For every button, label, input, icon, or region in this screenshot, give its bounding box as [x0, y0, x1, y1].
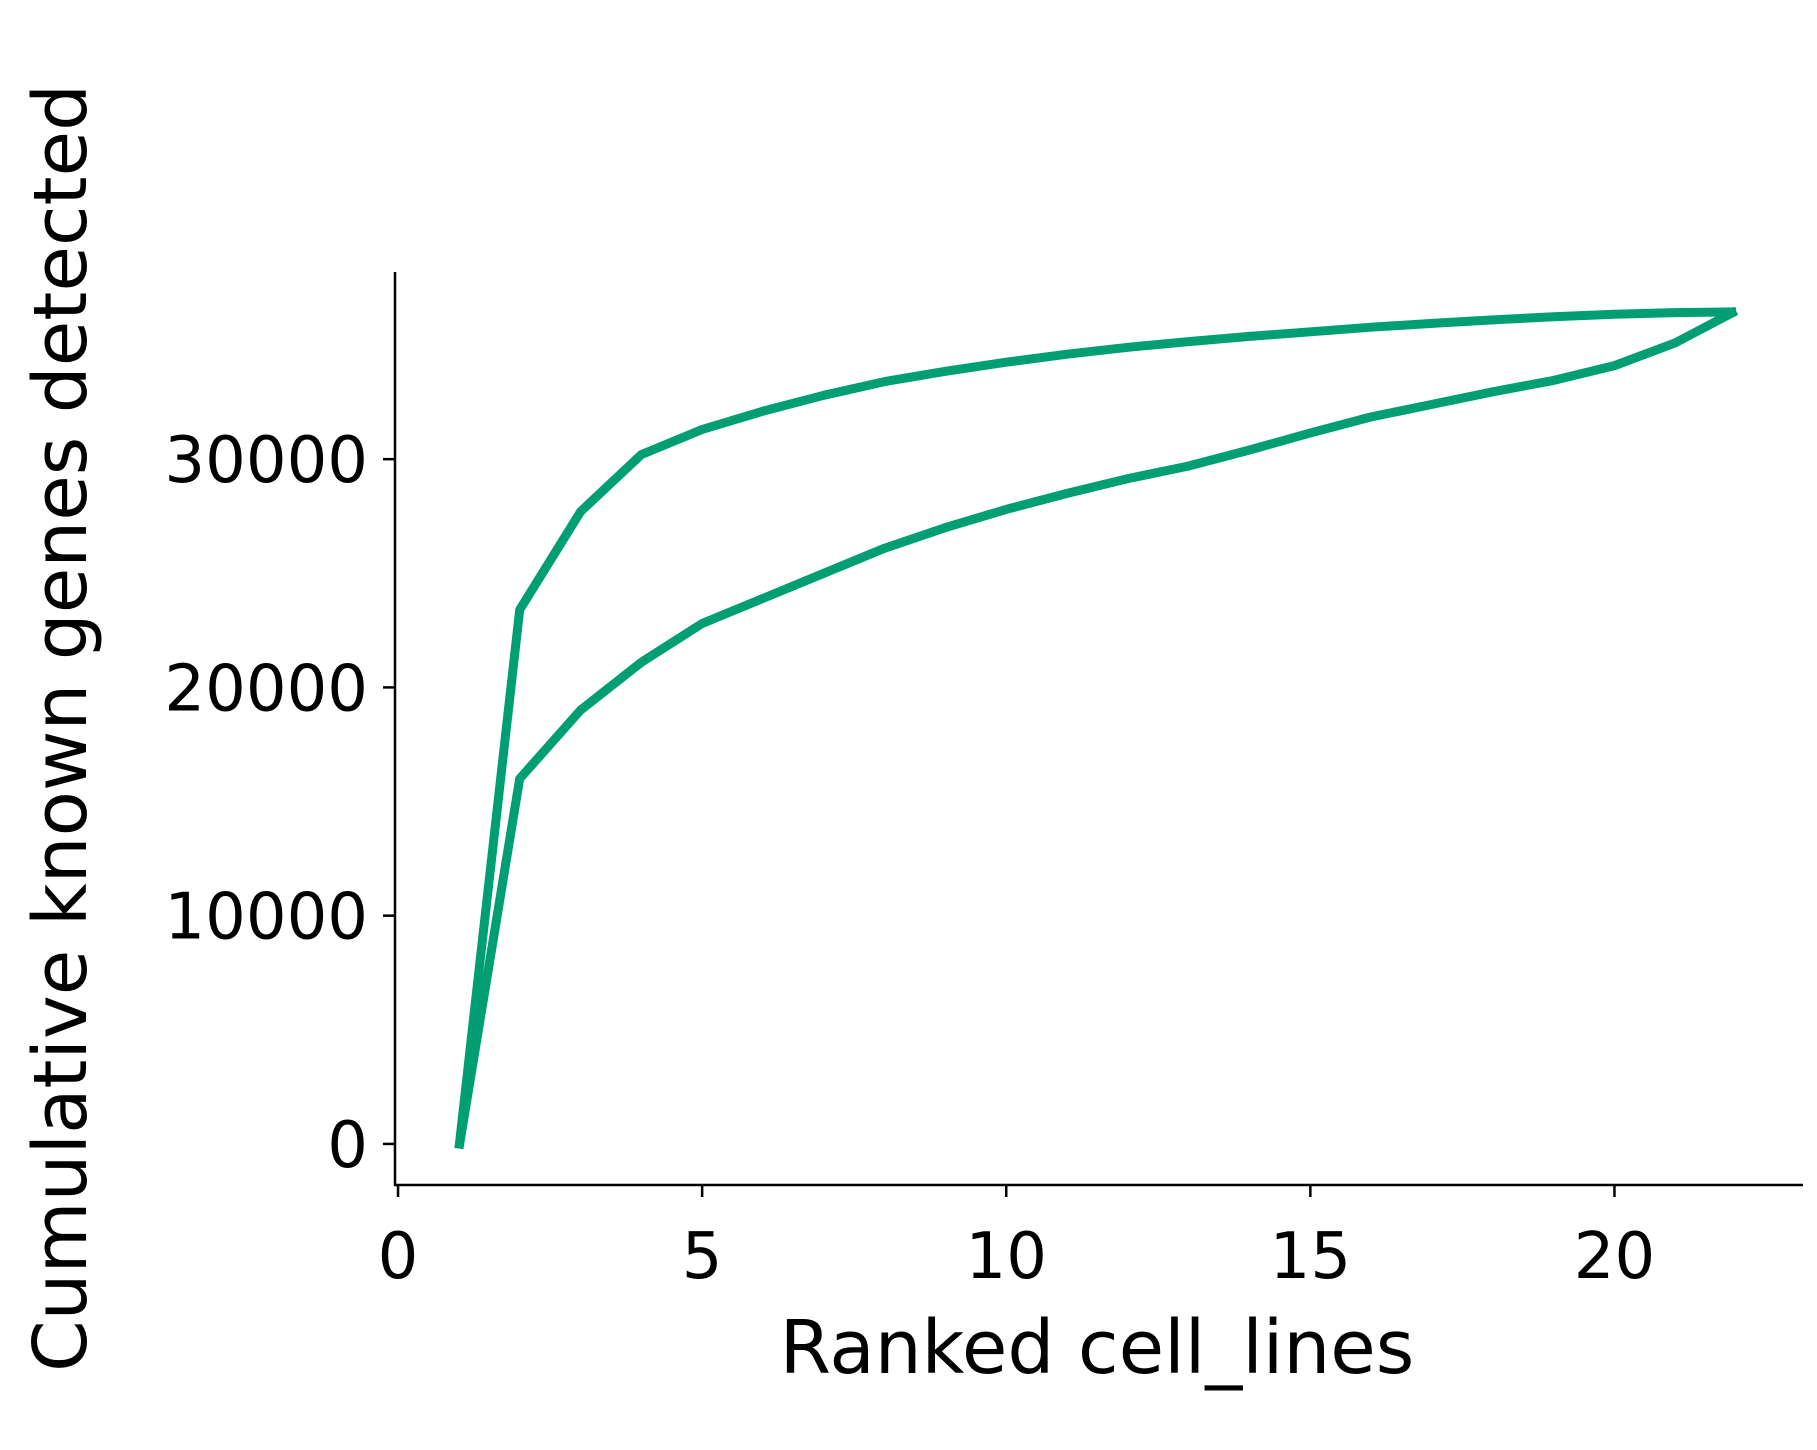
x-tick-label: 15 — [1270, 1220, 1351, 1294]
y-axis-title: Cumulative known genes detected — [18, 84, 104, 1372]
series-line-2 — [454, 306, 1739, 1150]
x-axis-title: Ranked cell_lines — [780, 1305, 1415, 1391]
series-line-1 — [454, 307, 1737, 1150]
plot-lines — [454, 306, 1739, 1150]
x-tick-label: 10 — [966, 1220, 1047, 1294]
y-tick-label: 30000 — [164, 424, 368, 498]
x-tick-label: 0 — [378, 1220, 419, 1294]
y-tick-label: 10000 — [164, 881, 368, 955]
x-tick-label: 20 — [1574, 1220, 1655, 1294]
y-axis-ticks: 0 10000 20000 30000 — [164, 424, 395, 1183]
y-tick-label: 20000 — [164, 652, 368, 726]
x-axis-ticks: 0 5 10 15 20 — [378, 1185, 1655, 1294]
x-tick-label: 5 — [682, 1220, 723, 1294]
y-tick-label: 0 — [327, 1109, 368, 1183]
